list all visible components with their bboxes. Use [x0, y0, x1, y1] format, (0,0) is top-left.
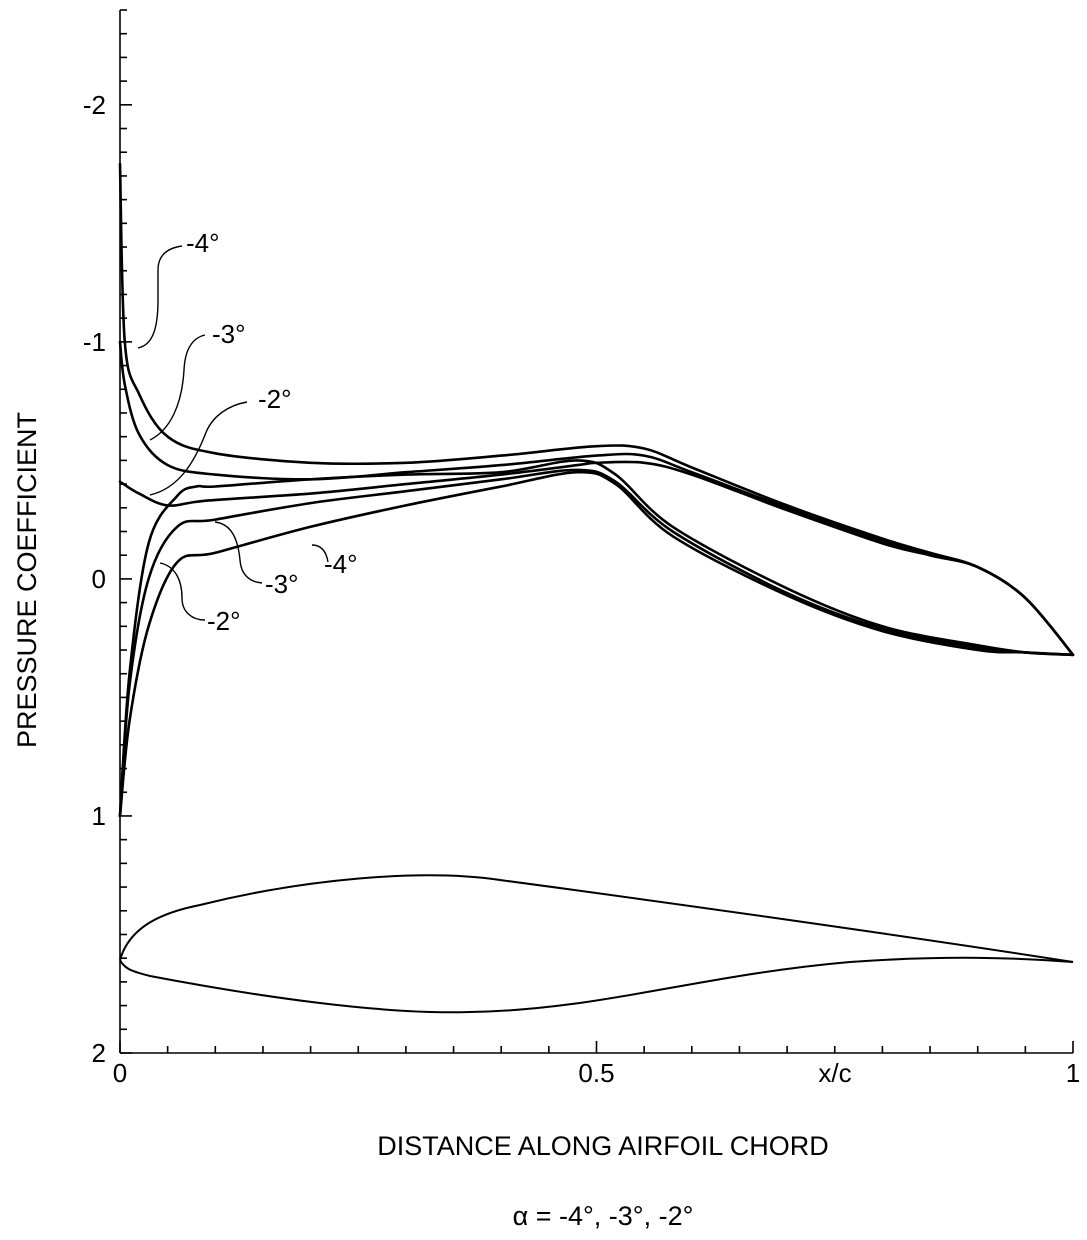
y-tick-label: 0	[92, 564, 106, 594]
y-tick-label: -2	[83, 90, 106, 120]
y-axis-label: PRESSURE COEFFICIENT	[12, 412, 42, 748]
airfoil-lower-outline	[119, 956, 1074, 1014]
x-axis-marker: x/c	[818, 1058, 851, 1088]
label-leader-line	[214, 521, 263, 584]
series-minus-4deg-upper-surface	[118, 162, 1075, 657]
y-tick-label: -1	[83, 327, 106, 357]
x-tick-label: 0.5	[578, 1058, 614, 1088]
upper-surface-label: -4°	[186, 228, 220, 258]
y-tick-label: 1	[92, 801, 106, 831]
series-minus-3deg-lower-surface	[118, 468, 1075, 818]
lower-surface-label: -2°	[207, 606, 241, 636]
x-axis-label: DISTANCE ALONG AIRFOIL CHORD	[377, 1131, 829, 1161]
label-leader-line	[311, 544, 329, 563]
label-leader-line	[137, 245, 183, 349]
label-leader-lines	[137, 245, 329, 621]
series-minus-2deg-upper-surface	[118, 460, 1075, 657]
lower-surface-label: -3°	[265, 569, 299, 599]
x-tick-label: 0	[113, 1058, 127, 1088]
label-leader-line	[149, 401, 248, 496]
label-leader-line	[149, 334, 206, 441]
caption-text: α = -4°, -3°, -2°	[513, 1201, 694, 1231]
series-minus-2deg-lower-surface	[118, 459, 1075, 818]
airfoil-shape	[119, 874, 1074, 1014]
series-labels: -4° -3° -2° -4° -3° -2°	[186, 228, 358, 636]
series-minus-4deg-lower-surface	[118, 470, 1075, 818]
lower-surface-label: -4°	[324, 549, 358, 579]
y-tick-label: 2	[92, 1038, 106, 1068]
upper-surface-label: -2°	[258, 384, 292, 414]
label-leader-line	[159, 562, 206, 621]
tick-marks	[119, 9, 1074, 1054]
upper-surface-label: -3°	[212, 319, 246, 349]
axes	[119, 10, 1073, 1054]
x-tick-label: 1	[1066, 1058, 1080, 1088]
airfoil-upper-outline	[119, 874, 1074, 963]
series-curves	[118, 162, 1075, 818]
